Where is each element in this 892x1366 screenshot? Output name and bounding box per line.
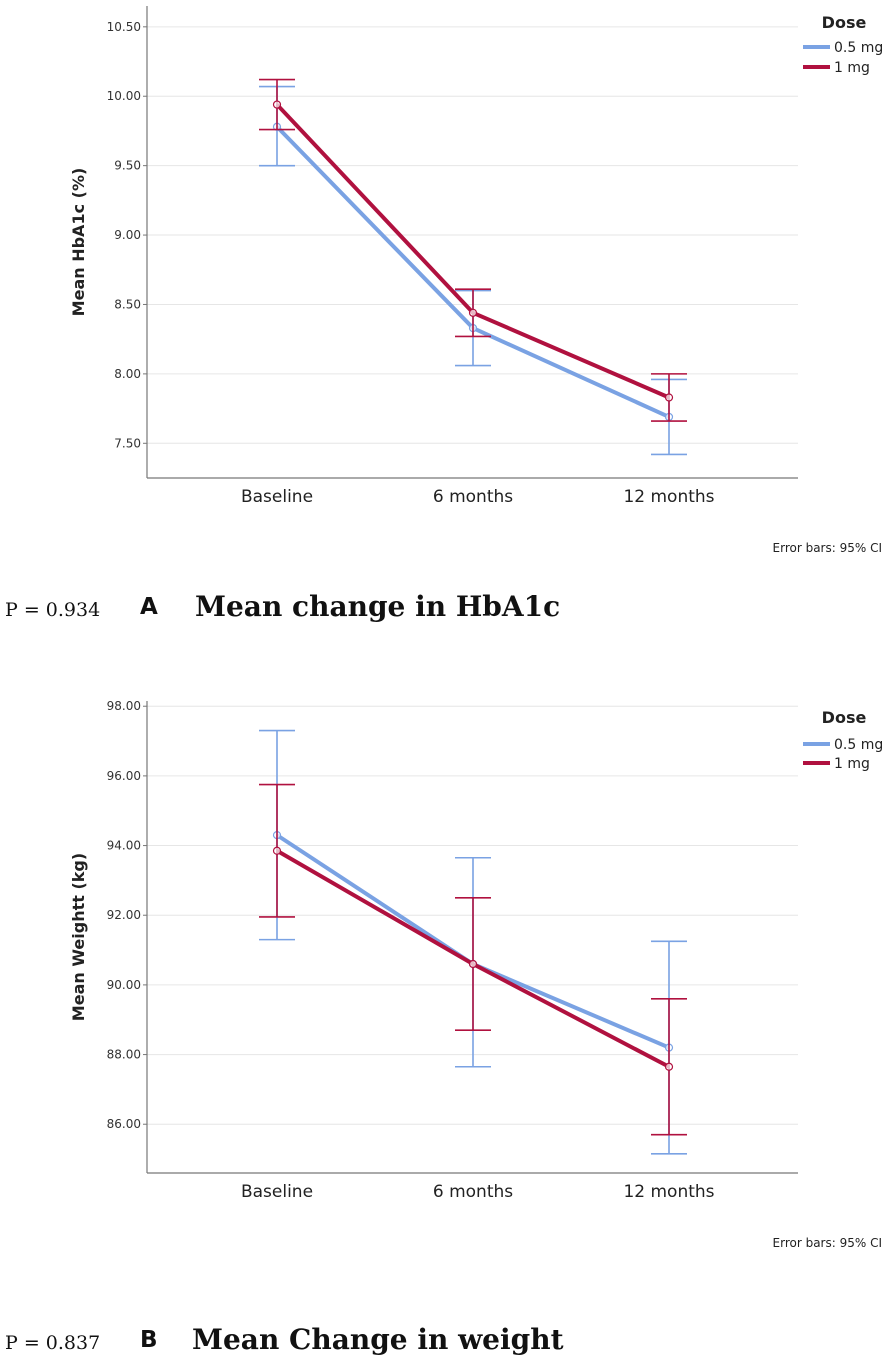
y-tick-label: 92.00 <box>107 908 141 922</box>
x-tick-label: Baseline <box>241 1182 313 1202</box>
legend: Dose 0.5 mg 1 mg <box>803 13 883 76</box>
y-tick-label: 88.00 <box>107 1048 141 1062</box>
error-bars-note: Error bars: 95% CI <box>773 541 882 555</box>
legend: Dose 0.5 mg 1 mg <box>803 708 883 772</box>
y-tick-label: 10.00 <box>107 89 141 103</box>
y-tick-label: 8.50 <box>114 297 141 311</box>
y-tick-label: 96.00 <box>107 769 141 783</box>
chart-panel-b: 86.00 88.00 90.00 92.00 94.00 96.00 98.00 Basel… <box>5 699 883 1356</box>
data-point <box>664 1062 674 1071</box>
data-point <box>272 846 282 855</box>
legend-label-dose-0-5mg: 0.5 mg <box>834 737 883 753</box>
x-tick-label: Baseline <box>241 487 313 507</box>
y-tick-label: 86.00 <box>107 1117 141 1131</box>
panel-letter: A <box>140 594 158 620</box>
y-tick-label: 90.00 <box>107 978 141 992</box>
chart-title: Mean Change in weight <box>192 1323 564 1356</box>
y-tick-label: 94.00 <box>107 839 141 853</box>
y-axis-title: Mean HbA1c (%) <box>69 168 88 317</box>
y-tick-label: 9.00 <box>114 228 141 242</box>
legend-label-dose-1mg: 1 mg <box>834 756 870 772</box>
series-dose-0-5mg <box>259 85 687 456</box>
p-value: P = 0.934 <box>5 599 100 621</box>
data-point <box>468 959 478 969</box>
y-tick-label: 8.00 <box>114 367 141 381</box>
y-tick-label: 7.50 <box>114 436 141 450</box>
chart-title: Mean change in HbA1c <box>195 590 560 623</box>
data-point <box>468 308 478 317</box>
panel-letter: B <box>140 1327 158 1353</box>
y-tick-label: 98.00 <box>107 699 141 713</box>
series-dose-1mg <box>259 78 687 422</box>
p-value: P = 0.837 <box>5 1332 100 1354</box>
chart-panel-a: 7.50 8.00 8.50 9.00 9.50 10.00 10.50 Baseline 6 … <box>5 6 883 623</box>
data-point <box>664 393 674 402</box>
legend-title: Dose <box>822 708 867 727</box>
x-tick-label: 6 months <box>433 487 513 507</box>
series-dose-1mg <box>259 783 687 1136</box>
y-tick-label: 9.50 <box>114 159 141 173</box>
legend-title: Dose <box>822 13 867 32</box>
y-tick-label: 10.50 <box>107 20 141 34</box>
y-axis-title: Mean Weightt (kg) <box>69 853 88 1021</box>
legend-label-dose-1mg: 1 mg <box>834 60 870 76</box>
legend-label-dose-0-5mg: 0.5 mg <box>834 40 883 56</box>
x-tick-label: 12 months <box>623 487 714 507</box>
x-tick-label: 12 months <box>623 1182 714 1202</box>
error-bars-note: Error bars: 95% CI <box>773 1236 882 1250</box>
x-tick-label: 6 months <box>433 1182 513 1202</box>
data-point <box>272 100 282 109</box>
